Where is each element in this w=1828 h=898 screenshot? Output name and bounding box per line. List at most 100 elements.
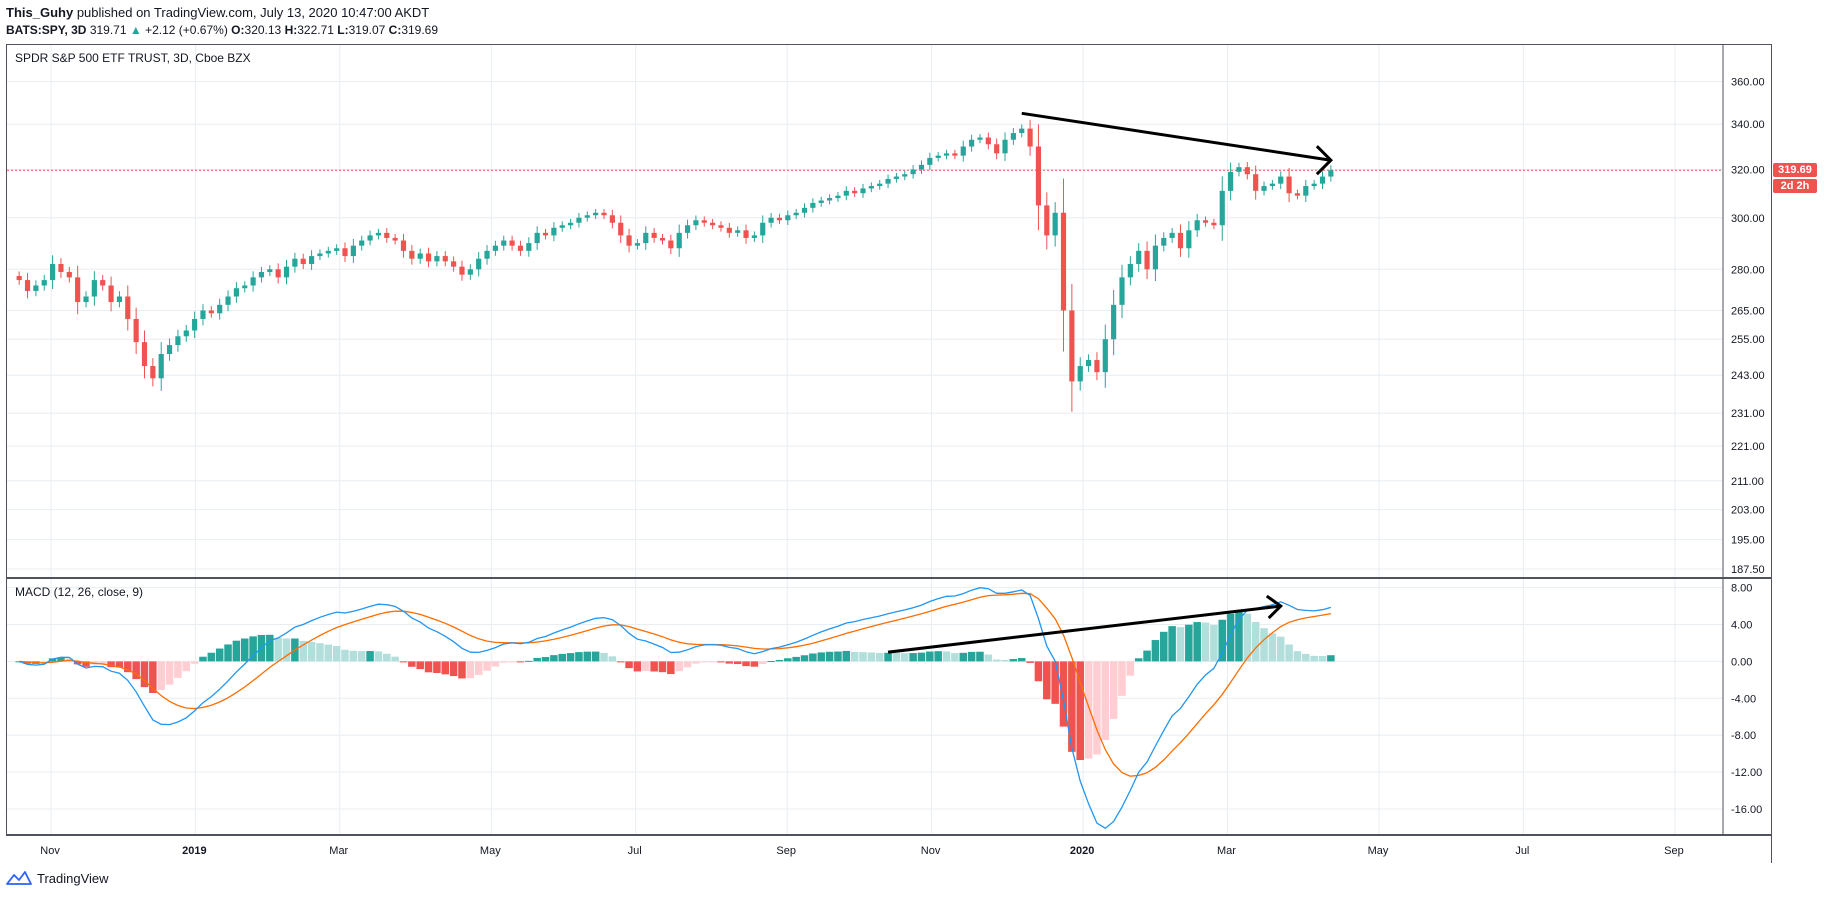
candle-body — [801, 207, 808, 213]
macd-histogram-bar — [550, 655, 558, 662]
price-pane[interactable]: 360.00 340.00 320.00 300.00 280.00 265.00 255.… — [6, 44, 1772, 578]
macd-histogram-bar — [299, 640, 307, 662]
candle-body — [24, 280, 31, 291]
candle-body — [1085, 360, 1092, 367]
macd-chart[interactable]: 8.00 4.00 0.00 -4.00 -8.00 -12.00 -16.00 — [7, 579, 1771, 834]
macd-histogram-bar — [1251, 621, 1260, 662]
candle-body — [618, 222, 624, 236]
price-tick-label: 203.00 — [1731, 505, 1765, 517]
macd-histogram-bar — [224, 644, 232, 662]
candle-body — [902, 174, 908, 177]
macd-pane[interactable]: 8.00 4.00 0.00 -4.00 -8.00 -12.00 -16.00 MACD … — [6, 578, 1772, 835]
candle-body — [969, 139, 975, 147]
candle-body — [1136, 250, 1142, 264]
macd-histogram-bar — [901, 653, 909, 662]
candle-body — [400, 240, 407, 251]
macd-histogram-bar — [1093, 661, 1101, 755]
candle-body — [1177, 232, 1184, 249]
candle-body — [718, 225, 724, 228]
macd-histogram-bar — [1210, 624, 1218, 662]
candle-body — [141, 342, 148, 367]
macd-histogram-bar — [1059, 661, 1068, 727]
candle-body — [1102, 339, 1108, 373]
candle-body — [1119, 277, 1125, 305]
macd-histogram-bar — [1285, 644, 1293, 662]
price-tick-label: 195.00 — [1731, 535, 1765, 547]
macd-histogram-bar — [1260, 628, 1268, 662]
last-value: 319.71 — [89, 23, 127, 37]
author-name[interactable]: This_Guhy — [6, 5, 74, 20]
footer-brand[interactable]: TradingView — [6, 870, 109, 886]
macd-histogram-bar — [466, 661, 475, 679]
macd-histogram-bar — [800, 655, 809, 662]
macd-histogram-bar — [1235, 610, 1243, 662]
macd-histogram-bar — [667, 661, 675, 675]
candle-body — [743, 230, 749, 238]
candle-body — [476, 258, 482, 270]
macd-histogram-bar — [1118, 661, 1126, 696]
macd-histogram-bar — [583, 651, 592, 662]
candle-body — [1244, 167, 1250, 175]
candle-body — [300, 258, 306, 264]
candle-body — [166, 345, 173, 355]
candle-body — [810, 202, 816, 208]
candle-body — [960, 146, 966, 156]
time-axis[interactable]: Nov 2019 Mar May Jul Sep Nov 2020 Mar May Jul Sep — [6, 835, 1772, 864]
candle-body — [1127, 263, 1133, 278]
macd-histogram-bar — [115, 661, 124, 668]
time-tick-label: Nov — [921, 845, 941, 857]
macd-trendline-arrowhead — [1265, 594, 1284, 620]
macd-histogram-bar — [541, 657, 550, 662]
macd-histogram-bar — [1068, 661, 1076, 752]
macd-histogram-bar — [976, 651, 984, 662]
macd-histogram-bar — [917, 652, 926, 662]
macd-histogram-bar — [942, 651, 951, 662]
candle-body — [1027, 128, 1033, 147]
price-tick-label: 243.00 — [1731, 370, 1765, 382]
candle-body — [601, 212, 607, 216]
candle-body — [91, 280, 97, 297]
candle-body — [1294, 193, 1301, 196]
candle-body — [701, 220, 707, 223]
macd-histogram-bar — [683, 661, 692, 668]
macd-histogram-bar — [316, 643, 324, 662]
candle-body — [509, 240, 515, 246]
candle-body — [242, 285, 248, 289]
candle-body — [459, 266, 465, 275]
macd-histogram-bar — [357, 651, 366, 662]
price-chart[interactable]: 360.00 340.00 320.00 300.00 280.00 265.00 255.… — [7, 45, 1771, 577]
low-value: 319.07 — [348, 23, 386, 37]
candle-body — [1035, 146, 1042, 206]
macd-histogram-bar — [650, 661, 658, 672]
candle-body — [417, 253, 423, 259]
candle-body — [943, 153, 950, 156]
macd-histogram-bar — [525, 660, 533, 662]
symbol-label[interactable]: BATS:SPY, 3D — [6, 23, 87, 37]
macd-histogram-bar — [1151, 640, 1160, 662]
macd-histogram-bar — [483, 661, 491, 671]
candle-body — [108, 285, 114, 303]
candle-body — [1010, 133, 1016, 140]
candle-body — [542, 232, 549, 236]
signal-line — [19, 592, 1332, 777]
candle-body — [1328, 170, 1334, 177]
macd-histogram-bar — [449, 661, 458, 677]
candle-body — [626, 235, 632, 246]
candle-body — [593, 212, 599, 216]
macd-histogram-bar — [424, 661, 433, 673]
candle-body — [1152, 245, 1159, 270]
price-trendline-arrowhead — [1315, 145, 1333, 176]
candle-body — [1019, 128, 1025, 134]
candle-body — [1269, 183, 1275, 187]
price-tick-label: 221.00 — [1731, 441, 1765, 453]
price-tick-label: 255.00 — [1731, 334, 1765, 346]
macd-histogram-bar — [934, 651, 942, 662]
candle-body — [66, 271, 72, 278]
macd-histogram-bar — [591, 651, 600, 662]
candle-body — [735, 230, 741, 233]
candle-body — [1144, 250, 1150, 270]
macd-histogram-bar — [1168, 626, 1176, 662]
candle-body — [1311, 183, 1317, 187]
macd-histogram-bar — [149, 661, 157, 693]
macd-histogram-bar — [374, 651, 383, 662]
